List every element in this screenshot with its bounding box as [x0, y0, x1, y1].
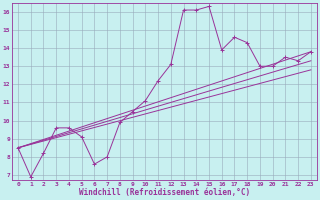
X-axis label: Windchill (Refroidissement éolien,°C): Windchill (Refroidissement éolien,°C): [79, 188, 250, 197]
